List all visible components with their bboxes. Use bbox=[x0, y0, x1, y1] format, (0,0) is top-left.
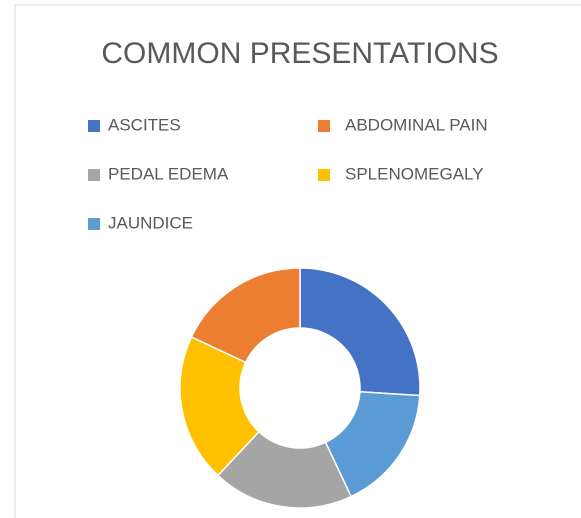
legend-swatch bbox=[88, 169, 100, 181]
legend-label: ABDOMINAL PAIN bbox=[345, 115, 488, 134]
legend-label: ASCITES bbox=[108, 115, 181, 134]
donut-slice bbox=[179, 335, 260, 477]
legend-label: SPLENOMEGALY bbox=[345, 164, 484, 183]
chart-title: COMMON PRESENTATIONS bbox=[101, 37, 498, 70]
donut-slice bbox=[324, 390, 421, 498]
legend-label: PEDAL EDEMA bbox=[108, 164, 229, 183]
legend-label: JAUNDICE bbox=[108, 213, 193, 232]
legend-swatch bbox=[88, 120, 100, 132]
donut-slice bbox=[299, 267, 421, 397]
donut-slice bbox=[190, 267, 301, 364]
legend-swatch bbox=[88, 218, 100, 230]
legend-swatch bbox=[318, 169, 330, 181]
chart-frame bbox=[14, 4, 581, 518]
legend-swatch bbox=[318, 120, 330, 132]
